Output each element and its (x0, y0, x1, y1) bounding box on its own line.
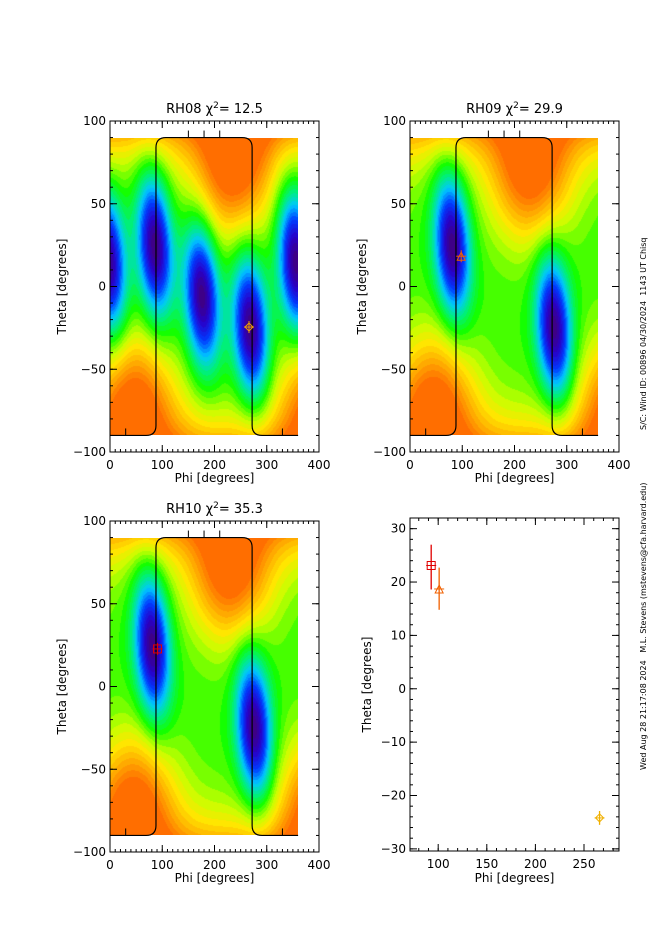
plot-title: RH09 χ2= 29.9 (466, 101, 563, 117)
x-tick-label: 300 (555, 458, 578, 472)
x-tick-label: 100 (451, 458, 474, 472)
x-tick-label: 300 (255, 858, 278, 872)
y-tick-label: 100 (83, 114, 106, 128)
title-name: RH10 (166, 502, 205, 517)
fov-boundary (110, 536, 299, 837)
y-tick-label: 50 (91, 197, 106, 211)
y-tick-label: 100 (383, 114, 406, 128)
fov-boundary (410, 136, 599, 437)
x-tick-label: 200 (503, 458, 526, 472)
y-tick-label: 100 (83, 514, 106, 528)
y-tick-label: −50 (381, 362, 406, 376)
y-tick-label: −20 (381, 789, 406, 803)
y-axis-label: Theta [degrees] (55, 239, 69, 336)
y-tick-label: −100 (73, 845, 106, 859)
superscript: 2 (513, 101, 519, 111)
x-axis-label: Phi [degrees] (175, 471, 255, 485)
y-axis-label: Theta [degrees] (360, 637, 374, 734)
y-tick-label: 0 (98, 280, 106, 294)
plot-title: RH08 χ2= 12.5 (166, 101, 263, 117)
y-tick-label: 0 (98, 680, 106, 694)
plot-frame (109, 520, 320, 853)
plot-frame (409, 517, 620, 852)
plot-panel-3: 100 150 200 250 −30 −20 −10 0 10 20 30 Phi [degrees… (360, 517, 620, 885)
plot-frame (109, 120, 320, 453)
y-tick-label: −100 (73, 445, 106, 459)
y-tick-label: 0 (398, 280, 406, 294)
chi-symbol: χ (206, 102, 214, 117)
x-tick-label: 0 (106, 858, 114, 872)
plot-title: RH10 χ2= 35.3 (166, 501, 263, 517)
superscript: 2 (213, 501, 219, 511)
y-tick-label: −50 (81, 762, 106, 776)
chisq-heatmap-rh09 (410, 138, 598, 435)
point-rh08 (594, 813, 605, 823)
x-tick-label: 200 (524, 857, 547, 871)
x-axis-label: Phi [degrees] (475, 471, 555, 485)
x-tick-label: 0 (406, 458, 414, 472)
chi2-value: = 29.9 (519, 102, 563, 117)
x-axis-label: Phi [degrees] (475, 871, 555, 885)
chi-symbol: χ (206, 502, 214, 517)
x-tick-label: 400 (608, 458, 631, 472)
y-tick-label: 50 (391, 197, 406, 211)
x-tick-label: 150 (475, 857, 498, 871)
y-axis-label: Theta [degrees] (55, 639, 69, 736)
y-tick-label: 50 (91, 597, 106, 611)
title-name: RH09 (466, 102, 505, 117)
y-tick-label: 30 (391, 522, 406, 536)
x-tick-label: 300 (255, 458, 278, 472)
y-tick-label: 20 (391, 575, 406, 589)
x-tick-label: 100 (151, 858, 174, 872)
chi-symbol: χ (506, 102, 514, 117)
superscript: 2 (213, 101, 219, 111)
x-tick-label: 400 (308, 858, 331, 872)
chisq-heatmap-rh08 (110, 138, 298, 435)
x-tick-label: 200 (203, 458, 226, 472)
y-axis-label: Theta [degrees] (355, 239, 369, 336)
y-tick-label: 10 (391, 628, 406, 642)
x-tick-label: 100 (151, 458, 174, 472)
y-tick-label: −50 (81, 362, 106, 376)
y-tick-label: −30 (381, 842, 406, 856)
chisq-heatmap-rh10 (110, 538, 298, 835)
x-tick-label: 100 (427, 857, 450, 871)
x-tick-label: 250 (573, 857, 596, 871)
fov-boundary (110, 136, 299, 437)
y-tick-label: 0 (398, 682, 406, 696)
x-tick-label: 400 (308, 458, 331, 472)
chi2-value: = 35.3 (219, 502, 263, 517)
x-tick-label: 0 (106, 458, 114, 472)
plot-frame (409, 120, 620, 453)
y-tick-label: −100 (373, 445, 406, 459)
title-name: RH08 (166, 102, 205, 117)
x-axis-label: Phi [degrees] (175, 871, 255, 885)
y-tick-label: −10 (381, 735, 406, 749)
chi2-value: = 12.5 (219, 102, 263, 117)
x-tick-label: 200 (203, 858, 226, 872)
